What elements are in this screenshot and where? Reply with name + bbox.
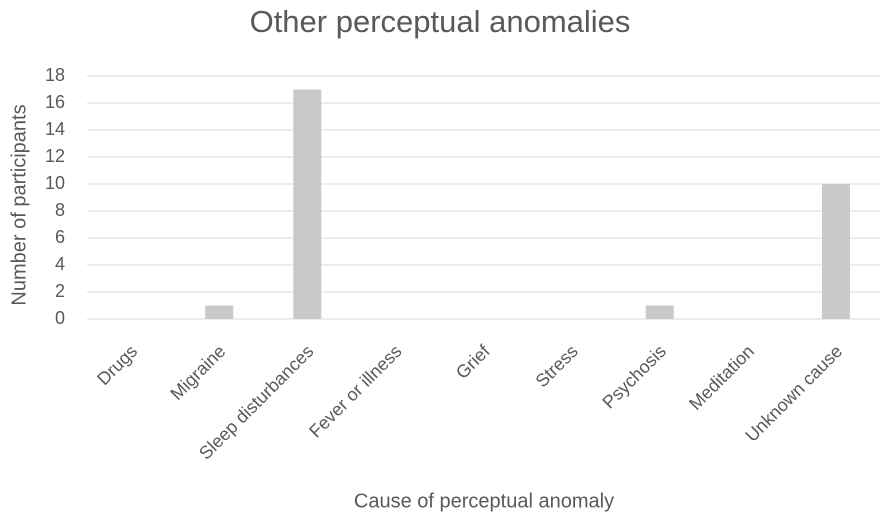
y-axis-label: Number of participants	[8, 104, 30, 305]
y-tick-label: 10	[45, 173, 65, 193]
y-tick-label: 18	[45, 65, 65, 85]
bar	[293, 89, 322, 319]
x-tick-label: Unknown cause	[741, 341, 846, 446]
y-tick-label: 12	[45, 146, 65, 166]
chart-title: Other perceptual anomalies	[250, 4, 631, 39]
bar	[645, 305, 674, 319]
y-tick-label: 4	[55, 254, 65, 274]
x-tick-label: Grief	[452, 340, 494, 382]
y-tick-label: 8	[55, 200, 65, 220]
x-tick-label: Drugs	[93, 341, 141, 389]
bar	[821, 184, 850, 319]
y-tick-label: 14	[45, 119, 65, 139]
x-tick-label: Stress	[532, 341, 582, 391]
x-tick-label: Meditation	[685, 341, 758, 414]
x-axis-label: Cause of perceptual anomaly	[354, 490, 614, 512]
y-tick-label: 2	[55, 281, 65, 301]
x-tick-label: Psychosis	[598, 341, 669, 412]
y-tick-label: 0	[55, 308, 65, 328]
bar	[205, 305, 234, 319]
x-tick-label: Migraine	[166, 341, 229, 404]
y-tick-label: 6	[55, 227, 65, 247]
x-tick-label: Fever or illness	[305, 341, 405, 441]
y-tick-label: 16	[45, 92, 65, 112]
